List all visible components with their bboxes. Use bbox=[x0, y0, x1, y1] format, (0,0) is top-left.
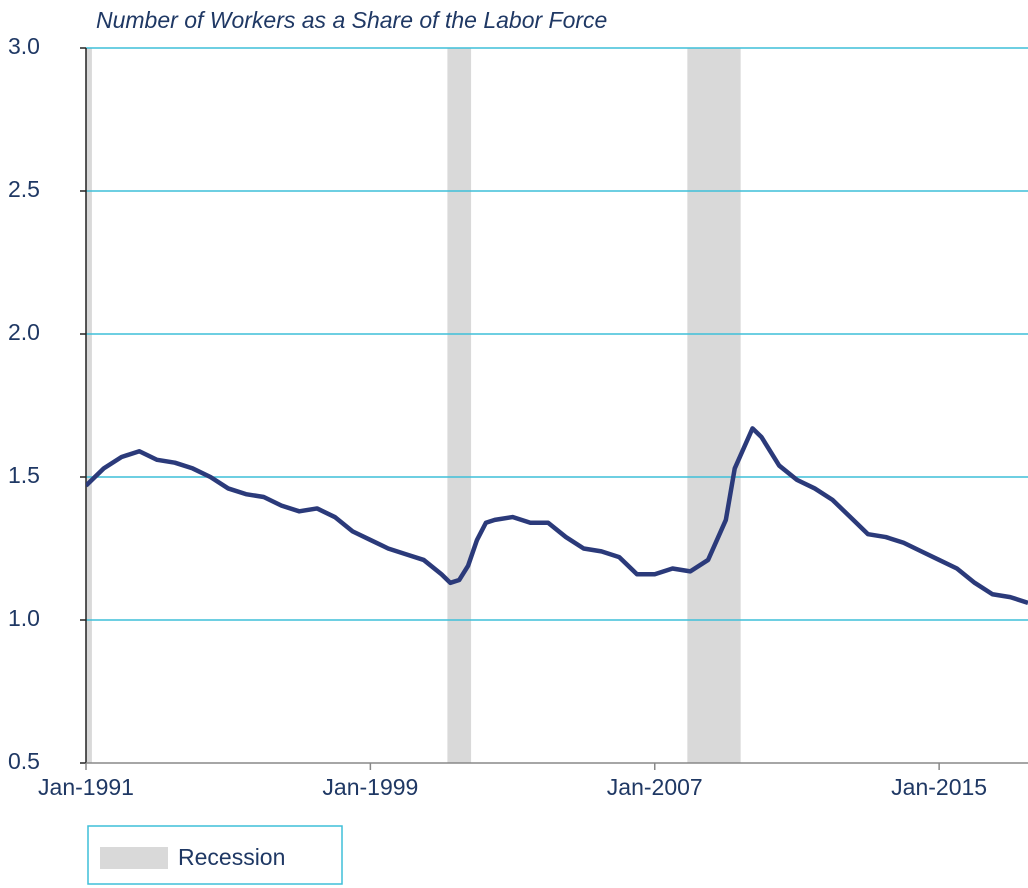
y-tick-label: 1.0 bbox=[8, 605, 40, 631]
recession-band bbox=[447, 48, 472, 763]
x-tick-label: Jan-1999 bbox=[322, 774, 418, 800]
legend-box bbox=[87, 825, 343, 885]
x-tick-label: Jan-2007 bbox=[607, 774, 703, 800]
data-line bbox=[86, 426, 1028, 605]
recession-shading bbox=[86, 48, 741, 763]
y-tick-label: 0.5 bbox=[8, 748, 40, 774]
line-layer bbox=[86, 426, 1028, 605]
y-tick-label: 2.5 bbox=[8, 176, 40, 202]
legend-swatch bbox=[100, 847, 168, 869]
y-tick-label: 2.0 bbox=[8, 319, 40, 345]
recession-band bbox=[687, 48, 741, 763]
x-tick-label: Jan-2015 bbox=[891, 774, 987, 800]
y-tick-label: 3.0 bbox=[8, 33, 40, 59]
x-tick-label: Jan-1991 bbox=[38, 774, 134, 800]
chart-title: Number of Workers as a Share of the Labo… bbox=[96, 7, 607, 33]
grid: 0.5 1.0 1.5 2.0 2.5 3.0 Jan-1991 Jan-1999 Jan-20… bbox=[8, 33, 1028, 800]
legend-label: Recession bbox=[178, 844, 285, 870]
recession-band bbox=[86, 48, 92, 763]
y-tick-label: 1.5 bbox=[8, 462, 40, 488]
